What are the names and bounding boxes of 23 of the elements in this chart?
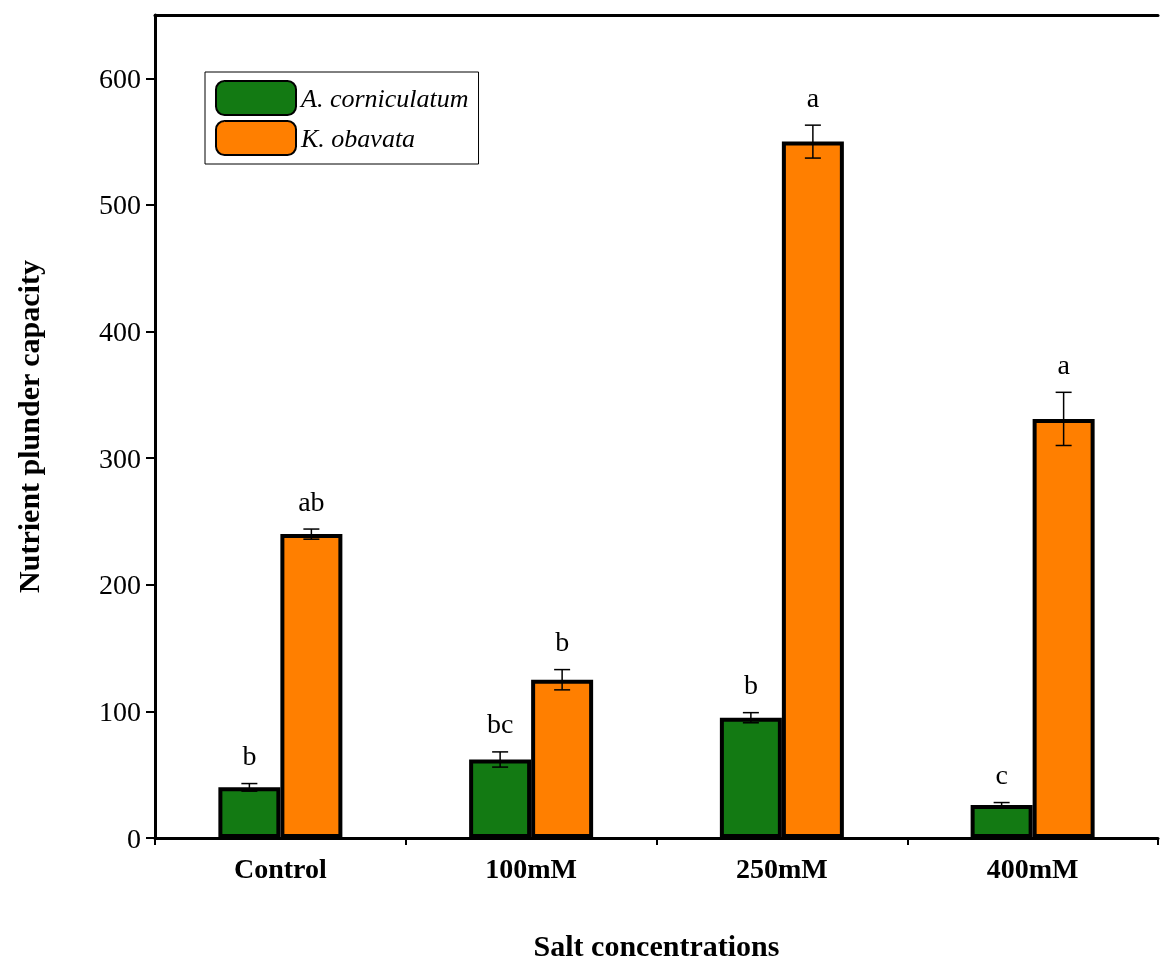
y-tick-label: 500 xyxy=(99,189,141,221)
y-tick-label: 200 xyxy=(99,569,141,601)
x-tick-label: 400mM xyxy=(986,852,1079,884)
data-label: b xyxy=(743,669,758,701)
x-axis-title: Salt concentrations xyxy=(533,928,780,962)
y-axis-title: Nutrient plunder capacity xyxy=(11,260,45,593)
data-label: b xyxy=(242,740,257,772)
data-label: b xyxy=(555,626,570,658)
data-label: bc xyxy=(486,708,514,740)
data-label: ab xyxy=(298,485,325,517)
x-tick-label: 100mM xyxy=(485,852,578,884)
y-tick-label: 100 xyxy=(99,695,141,727)
legend-label: K. obavata xyxy=(300,123,416,153)
y-tick-label: 300 xyxy=(99,442,141,474)
x-tick-label: 250mM xyxy=(735,852,828,884)
data-label: a xyxy=(1057,348,1071,380)
y-tick-label: 600 xyxy=(99,62,141,94)
y-tick-label: 0 xyxy=(127,822,141,854)
data-label: c xyxy=(995,759,1008,791)
legend-label: A. corniculatum xyxy=(299,83,469,113)
data-label: a xyxy=(806,81,820,113)
x-tick-label: Control xyxy=(233,852,327,884)
y-tick-label: 400 xyxy=(99,316,141,348)
